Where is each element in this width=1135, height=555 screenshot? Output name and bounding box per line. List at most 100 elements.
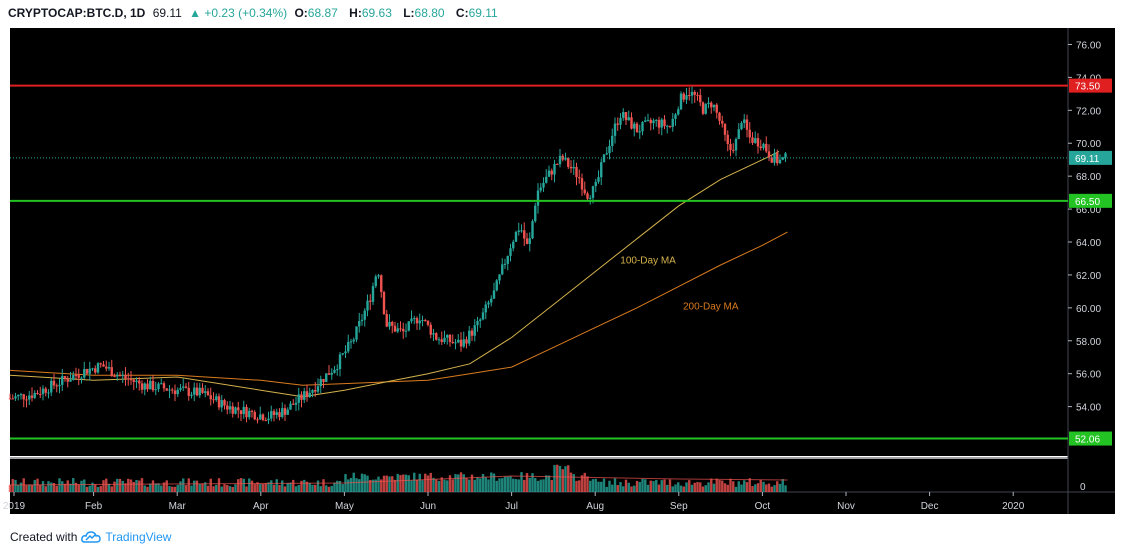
candle-body	[83, 369, 86, 378]
x-tick-label: Aug	[586, 501, 604, 512]
volume-bar	[231, 486, 234, 492]
low-value: 68.80	[414, 6, 445, 20]
candle-body	[336, 369, 339, 371]
candle-body	[250, 410, 254, 412]
volume-bar	[693, 482, 696, 492]
candle-body	[228, 406, 232, 410]
volume-bar	[220, 486, 223, 492]
volume-bar	[569, 472, 573, 492]
candle-body	[162, 383, 166, 389]
y-tick-label: 70.00	[1076, 139, 1101, 150]
candle-body	[33, 392, 36, 398]
volume-bar	[184, 485, 188, 492]
volume-bar	[165, 480, 168, 492]
candle-body	[754, 138, 757, 143]
candle-body	[712, 104, 716, 108]
candle-body	[253, 411, 256, 420]
volume-bar	[561, 469, 564, 492]
volume-bar	[734, 486, 738, 492]
candle-body	[578, 177, 581, 179]
y-tick-label: 58.00	[1076, 337, 1101, 348]
candle-body	[514, 231, 518, 242]
candle-body	[589, 197, 592, 199]
candle-body	[638, 131, 641, 133]
volume-bar	[630, 486, 633, 492]
candle-body	[300, 394, 303, 400]
candle-body	[619, 117, 622, 125]
volume-bar	[737, 481, 740, 492]
volume-bar	[212, 486, 215, 492]
candle-body	[305, 391, 309, 398]
candle-body	[567, 157, 570, 167]
volume-bar	[325, 485, 328, 492]
tradingview-link[interactable]: TradingView	[105, 530, 172, 544]
candle-body	[77, 375, 80, 378]
candle-body	[652, 120, 655, 124]
volume-bar	[377, 476, 380, 492]
volume-bar	[63, 483, 67, 492]
volume-bar	[272, 484, 276, 492]
volume-bar	[501, 478, 504, 492]
candle-body	[429, 324, 432, 335]
volume-bar	[572, 474, 575, 492]
candle-body	[355, 326, 358, 340]
volume-bar	[506, 476, 509, 492]
candle-body	[476, 320, 479, 326]
resistance-label: 73.50	[1075, 82, 1100, 93]
volume-bar	[385, 475, 388, 492]
candle-body	[575, 166, 578, 178]
volume-bar	[616, 485, 619, 492]
candle-body	[360, 319, 364, 322]
x-tick-label: Jun	[420, 501, 436, 512]
volume-bar	[660, 480, 663, 492]
time-axis-pane	[10, 492, 1068, 514]
volume-bar	[239, 478, 243, 492]
candle-body	[44, 388, 47, 393]
volume-bar	[28, 484, 31, 492]
candle-body	[451, 341, 454, 343]
volume-bar	[503, 476, 507, 492]
candle-body	[165, 388, 168, 391]
btc-dominance-chart[interactable]: 54.00 56.00 58.00 60.00 62.00 64.00 66.00 68.00…	[0, 26, 1135, 524]
high-label: H:	[349, 6, 362, 20]
volume-bar	[784, 485, 787, 492]
candle-body	[550, 170, 553, 175]
candle-body	[140, 383, 144, 390]
candle-body	[605, 153, 608, 155]
x-tick-label: Feb	[85, 501, 103, 512]
candle-body	[580, 178, 584, 190]
candle-body	[327, 373, 331, 375]
candle-body	[297, 394, 300, 403]
candle-body	[498, 274, 501, 281]
volume-bar	[451, 479, 454, 492]
volume-bar	[470, 474, 474, 492]
candle-body	[468, 330, 471, 344]
candle-body	[245, 406, 248, 418]
candle-body	[572, 166, 575, 169]
volume-bar	[564, 466, 567, 492]
low-label: L:	[403, 6, 415, 20]
candle-body	[495, 280, 498, 291]
candle-body	[72, 374, 75, 380]
candle-body	[36, 392, 39, 395]
volume-bar	[762, 481, 765, 492]
candle-body	[344, 351, 347, 354]
ma200-annotation: 200-Day MA	[683, 301, 739, 312]
volume-bar	[162, 482, 166, 492]
candle-body	[671, 118, 674, 127]
y-tick-label: 62.00	[1076, 271, 1101, 282]
candle-body	[173, 390, 177, 395]
volume-bar	[77, 484, 80, 492]
candle-body	[61, 376, 64, 385]
candle-body	[275, 412, 278, 415]
candle-body	[261, 414, 265, 421]
volume-ma-line	[9, 475, 788, 486]
volume-bar	[490, 472, 493, 492]
volume-bar	[473, 479, 476, 492]
volume-bar	[536, 480, 540, 492]
volume-bar	[308, 482, 311, 492]
volume-bar	[253, 484, 256, 492]
candle-body	[17, 394, 20, 397]
candle-body	[531, 221, 534, 239]
candle-body	[646, 119, 650, 121]
